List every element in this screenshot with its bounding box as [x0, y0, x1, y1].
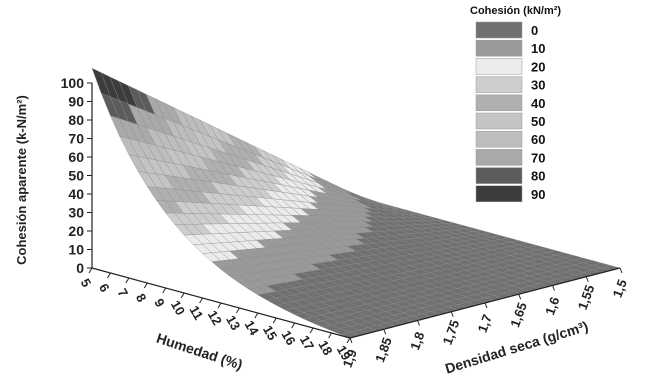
x-tick-mark — [291, 322, 296, 329]
x-tick-mark — [309, 327, 314, 334]
y-tick-mark — [349, 337, 353, 344]
legend-label: 40 — [531, 96, 545, 111]
x-tick-mark — [272, 317, 277, 324]
legend-swatch — [475, 39, 523, 57]
x-tick-label: 13 — [223, 313, 243, 333]
legend-label: 50 — [531, 114, 545, 129]
z-tick-label: 60 — [68, 149, 84, 165]
x-tick-mark — [106, 272, 111, 279]
x-axis-title: Humedad (%) — [155, 330, 245, 373]
z-tick-label: 100 — [61, 75, 85, 91]
x-tick-label: 15 — [260, 323, 280, 343]
y-tick-mark — [552, 285, 555, 291]
legend-label: 10 — [531, 41, 545, 56]
z-tick-label: 80 — [68, 112, 84, 128]
legend-label: 0 — [531, 23, 538, 38]
x-tick-label: 19 — [334, 343, 354, 363]
legend-label: 20 — [531, 59, 545, 74]
y-tick-label: 1,5 — [610, 277, 630, 299]
legend-label: 90 — [531, 187, 545, 202]
x-tick-label: 9 — [151, 296, 168, 310]
x-tick-label: 10 — [168, 298, 188, 318]
y-tick-mark — [518, 294, 522, 300]
z-tick-label: 0 — [76, 260, 84, 276]
z-tick-label: 50 — [68, 168, 84, 184]
x-tick-mark — [346, 337, 351, 344]
legend-swatch — [475, 149, 523, 166]
x-tick-mark — [125, 277, 130, 284]
x-tick-label: 12 — [205, 308, 225, 328]
x-tick-mark — [88, 267, 93, 274]
y-tick-mark — [484, 302, 488, 309]
legend-swatch — [475, 94, 523, 112]
legend-swatch — [475, 58, 523, 75]
z-tick-label: 90 — [68, 94, 84, 110]
x-tick-mark — [328, 332, 333, 339]
x-tick-label: 6 — [96, 281, 113, 295]
y-tick-label: 1,85 — [372, 335, 395, 364]
x-tick-label: 11 — [187, 303, 207, 322]
x-tick-label: 8 — [133, 291, 150, 305]
x-tick-mark — [217, 302, 222, 309]
legend-swatch — [475, 76, 523, 93]
legend-swatch — [475, 167, 523, 184]
z-tick-label: 40 — [68, 186, 84, 202]
legend-swatch — [475, 130, 523, 148]
x-tick-label: 14 — [242, 318, 263, 339]
x-tick-label: 16 — [278, 328, 298, 348]
y-tick-label: 1,8 — [407, 330, 427, 352]
x-tick-mark — [235, 307, 240, 314]
legend-swatch — [475, 21, 523, 39]
z-tick-label: 10 — [68, 242, 84, 258]
z-tick-label: 30 — [68, 205, 84, 221]
y-tick-label: 1,75 — [440, 318, 463, 347]
legend-label: 60 — [531, 132, 545, 147]
legend-swatch — [475, 185, 523, 203]
x-tick-label: 5 — [78, 276, 95, 290]
x-tick-mark — [162, 287, 167, 294]
legend-label: 80 — [531, 169, 545, 184]
z-axis-title: Cohesión aparente (k-N/m²) — [14, 95, 29, 265]
y-tick-label: 1,55 — [575, 283, 598, 312]
x-tick-mark — [199, 297, 204, 304]
legend-label: 70 — [531, 150, 545, 165]
y-tick-mark — [585, 276, 589, 282]
y-tick-label: 1,7 — [475, 312, 495, 334]
y-tick-label: 1,65 — [507, 300, 530, 329]
y-tick-mark — [383, 329, 387, 335]
surface-plot — [91, 67, 621, 339]
x-tick-mark — [254, 312, 259, 319]
x-tick-mark — [143, 282, 148, 289]
y-tick-mark — [417, 320, 420, 326]
x-tick-label: 18 — [315, 338, 335, 358]
z-axis-ticks: 0 10 20 30 40 50 60 70 80 90 100 — [61, 75, 92, 276]
z-tick-label: 70 — [68, 131, 84, 147]
legend-label: 30 — [531, 78, 545, 93]
legend-title: Cohesión (kN/m²) — [470, 5, 561, 17]
y-tick-label: 1,9 — [340, 347, 360, 369]
z-tick-label: 20 — [68, 223, 84, 239]
y-tick-mark — [450, 311, 454, 317]
x-tick-mark — [180, 292, 185, 299]
legend: Cohesión (kN/m²) 0 10 20 30 40 50 60 70 80 90 — [470, 5, 561, 203]
x-tick-label: 17 — [297, 333, 317, 353]
x-tick-label: 7 — [114, 286, 131, 300]
y-tick-label: 1,6 — [542, 295, 562, 317]
y-tick-mark — [619, 267, 623, 274]
legend-swatch — [475, 112, 523, 130]
